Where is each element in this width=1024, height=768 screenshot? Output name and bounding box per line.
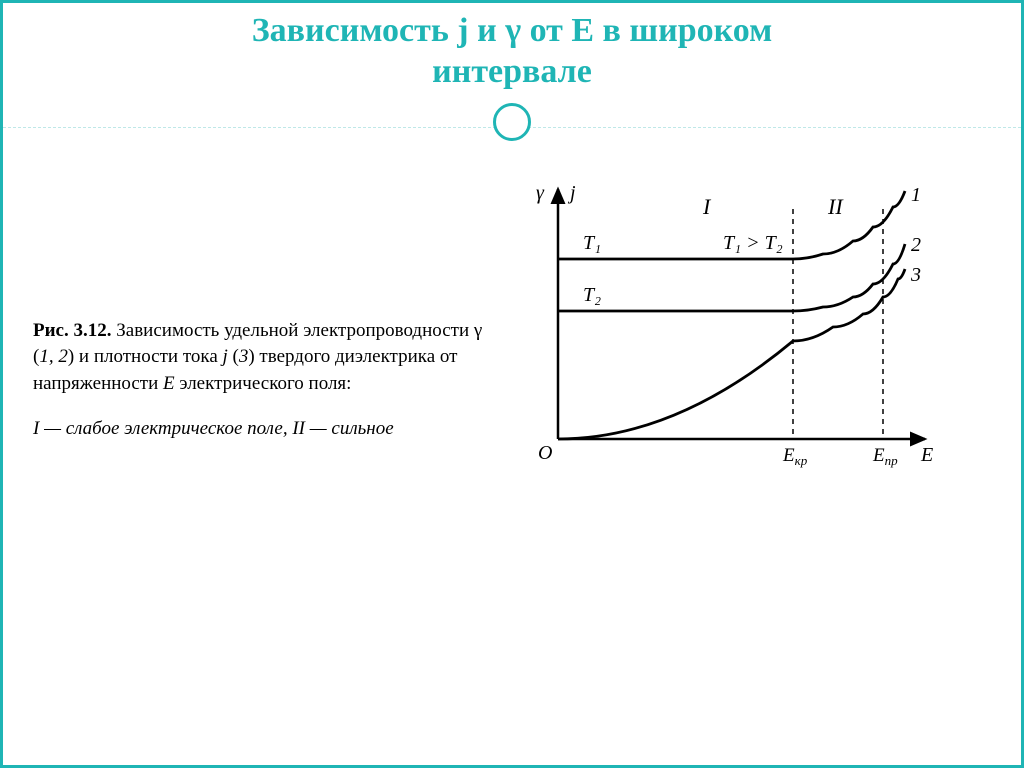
chart-svg: γjOEEкрEпрIIIT₁T₂T₁ > T₂123 — [513, 179, 933, 479]
y-label-gamma: γ — [536, 182, 545, 204]
x-label: E — [920, 444, 933, 466]
title-divider — [3, 99, 1021, 139]
inline-label-2: T₁ > T₂ — [723, 232, 783, 254]
curve-end-label-0: 1 — [911, 184, 921, 206]
region-label-1: II — [827, 194, 844, 219]
curve-end-label-1: 2 — [911, 234, 921, 256]
figure-number: Рис. 3.12. — [33, 320, 112, 341]
curve-3 — [558, 269, 905, 439]
curve-end-label-2: 3 — [910, 264, 921, 286]
inline-label-1: T₂ — [583, 284, 601, 306]
title-line-2: интервале — [432, 53, 592, 90]
figure-caption: Рис. 3.12. Зависимость удельной электроп… — [33, 299, 493, 484]
chart-area: γjOEEкрEпрIIIT₁T₂T₁ > T₂123 — [513, 179, 991, 484]
divider-circle-icon — [493, 103, 531, 141]
y-label-j: j — [567, 182, 576, 204]
inline-label-0: T₁ — [583, 232, 601, 254]
slide-title: Зависимость j и γ от E в широком интерва… — [3, 3, 1021, 93]
curve-2 — [558, 244, 905, 311]
origin-label: O — [538, 442, 552, 464]
x-tick-label-1: Eпр — [872, 445, 898, 468]
x-tick-label-0: Eкр — [782, 445, 808, 468]
legend-line: I — слабое электрическое поле, II — силь… — [33, 418, 394, 439]
title-line-1: Зависимость j и γ от E в широком — [252, 12, 773, 49]
region-label-0: I — [702, 194, 712, 219]
